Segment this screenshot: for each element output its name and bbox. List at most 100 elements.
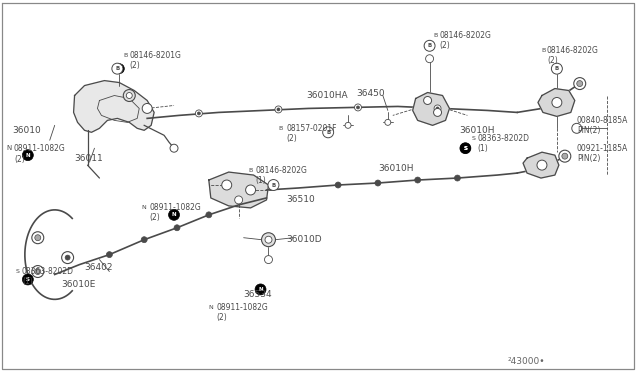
Text: (2): (2): [149, 213, 160, 222]
Circle shape: [277, 108, 280, 111]
Text: 08146-8202G: 08146-8202G: [440, 31, 492, 40]
Text: PIN(2): PIN(2): [577, 126, 600, 135]
Text: 08911-1082G: 08911-1082G: [217, 303, 269, 312]
Circle shape: [424, 96, 431, 105]
Polygon shape: [523, 152, 559, 178]
Text: S: S: [471, 136, 476, 141]
Text: 36510: 36510: [286, 195, 315, 205]
Text: B: B: [433, 33, 438, 38]
Circle shape: [415, 177, 420, 183]
Text: 36010H: 36010H: [378, 164, 413, 173]
Text: (1): (1): [255, 176, 266, 185]
Text: N: N: [258, 287, 263, 292]
Text: 36010HA: 36010HA: [307, 91, 348, 100]
Circle shape: [168, 209, 179, 220]
Text: (2): (2): [217, 313, 228, 322]
Text: B: B: [271, 183, 276, 187]
Circle shape: [255, 284, 266, 295]
Circle shape: [22, 150, 33, 161]
Circle shape: [112, 63, 123, 74]
Circle shape: [106, 251, 113, 257]
Circle shape: [436, 107, 439, 110]
Text: 36402: 36402: [84, 263, 113, 272]
Circle shape: [433, 108, 442, 116]
Circle shape: [552, 97, 562, 108]
Text: B: B: [248, 168, 253, 173]
Text: (2): (2): [547, 56, 557, 65]
Text: B: B: [326, 130, 330, 135]
Text: (1): (1): [22, 277, 33, 286]
Text: B: B: [278, 126, 283, 131]
Text: 36010D: 36010D: [286, 235, 322, 244]
Text: 08911-1082G: 08911-1082G: [149, 203, 201, 212]
Circle shape: [454, 175, 460, 181]
Text: B: B: [555, 66, 559, 71]
Circle shape: [559, 150, 571, 162]
Circle shape: [61, 251, 74, 264]
Polygon shape: [538, 89, 575, 116]
Circle shape: [572, 124, 582, 133]
Circle shape: [126, 93, 132, 99]
Circle shape: [246, 185, 255, 195]
Circle shape: [424, 40, 435, 51]
Circle shape: [355, 104, 362, 111]
Circle shape: [426, 55, 433, 63]
Circle shape: [375, 180, 381, 186]
Polygon shape: [74, 81, 154, 132]
Text: 08363-8202D: 08363-8202D: [477, 134, 529, 143]
Text: (2): (2): [129, 61, 140, 70]
Text: S: S: [463, 146, 467, 151]
Text: 36010E: 36010E: [61, 280, 96, 289]
Text: 36534: 36534: [244, 290, 272, 299]
Text: B: B: [427, 43, 432, 48]
Circle shape: [197, 112, 200, 115]
Circle shape: [323, 127, 333, 138]
Polygon shape: [413, 93, 449, 125]
Circle shape: [115, 64, 124, 74]
Text: N: N: [26, 153, 30, 158]
Circle shape: [264, 256, 273, 264]
Text: B: B: [115, 66, 120, 71]
Circle shape: [35, 235, 41, 241]
Circle shape: [356, 106, 360, 109]
Circle shape: [574, 78, 586, 90]
Circle shape: [65, 255, 70, 260]
Circle shape: [552, 63, 563, 74]
Circle shape: [124, 90, 135, 102]
Text: B: B: [117, 66, 122, 71]
Text: N: N: [172, 212, 177, 217]
Circle shape: [32, 266, 44, 278]
Text: S: S: [463, 146, 467, 151]
Text: N: N: [141, 205, 146, 211]
Text: S: S: [26, 277, 30, 282]
Text: 36450: 36450: [356, 89, 385, 98]
Text: N: N: [6, 145, 12, 151]
Circle shape: [460, 143, 471, 154]
Circle shape: [195, 110, 202, 117]
Text: 08363-8202D: 08363-8202D: [22, 267, 74, 276]
Circle shape: [174, 225, 180, 231]
Text: B: B: [124, 53, 127, 58]
Text: B: B: [554, 66, 559, 71]
Text: 36010: 36010: [12, 126, 41, 135]
Circle shape: [552, 64, 562, 74]
Circle shape: [35, 269, 41, 275]
Circle shape: [345, 122, 351, 128]
Text: S: S: [16, 269, 20, 274]
Circle shape: [335, 182, 341, 188]
Text: B: B: [541, 48, 545, 53]
Text: (2): (2): [14, 155, 25, 164]
Circle shape: [562, 153, 568, 159]
Circle shape: [32, 232, 44, 244]
Text: ²43000•: ²43000•: [507, 356, 545, 366]
Text: (1): (1): [477, 144, 488, 153]
Text: B: B: [428, 43, 432, 48]
Text: 08157-0201F: 08157-0201F: [286, 124, 337, 133]
Text: 08146-8202G: 08146-8202G: [255, 166, 307, 174]
Text: 00921-1185A: 00921-1185A: [577, 144, 628, 153]
Text: 08146-8201G: 08146-8201G: [129, 51, 181, 60]
Text: 08911-1082G: 08911-1082G: [14, 144, 66, 153]
Text: PIN(2): PIN(2): [577, 154, 600, 163]
Text: 00840-8185A: 00840-8185A: [577, 116, 628, 125]
Circle shape: [221, 180, 232, 190]
